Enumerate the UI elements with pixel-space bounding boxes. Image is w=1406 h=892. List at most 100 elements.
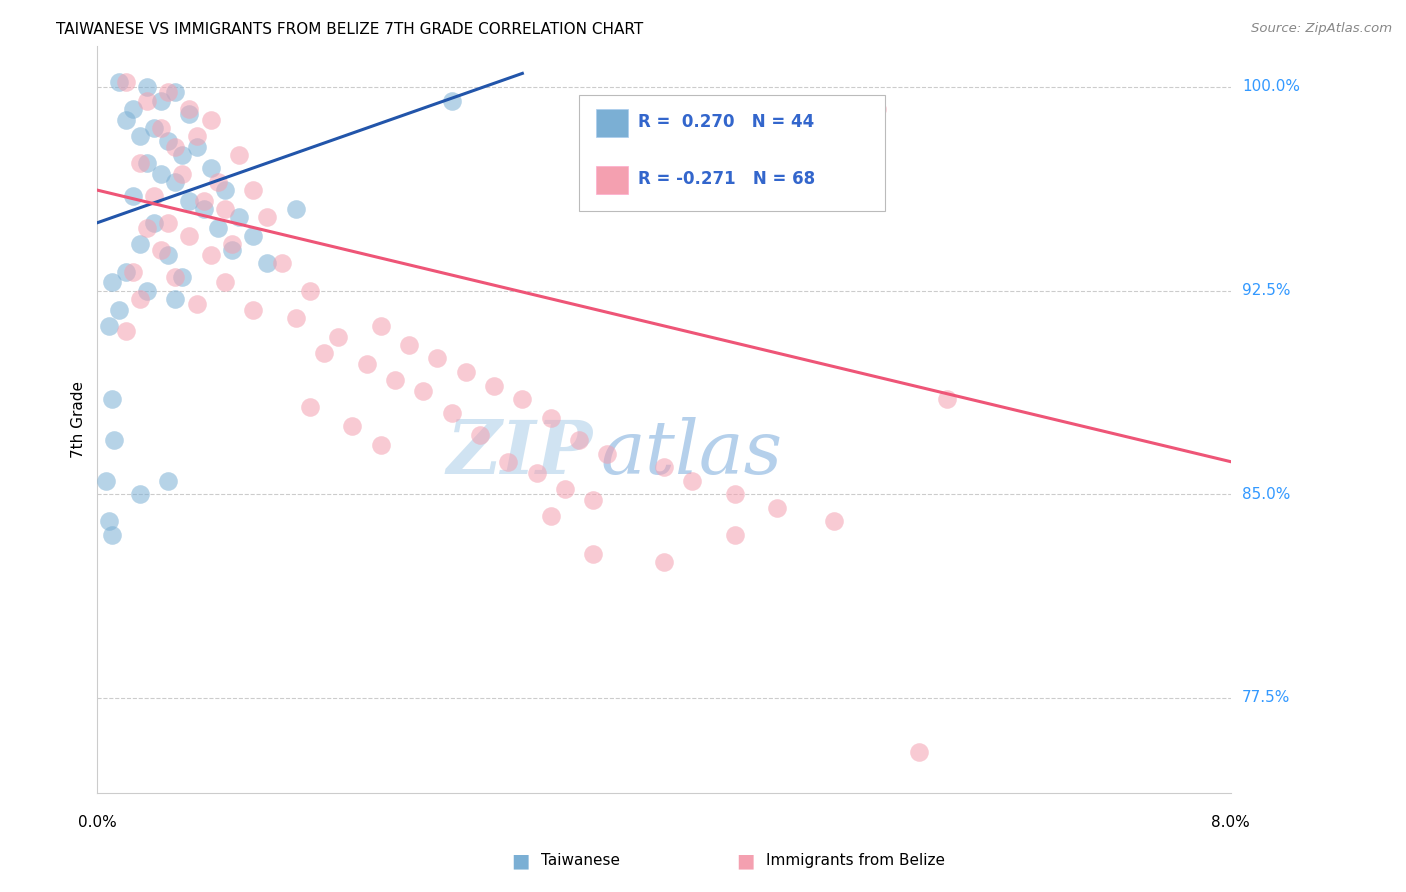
Point <box>143 120 166 135</box>
Point <box>114 324 136 338</box>
Point <box>582 547 605 561</box>
Text: 92.5%: 92.5% <box>1241 283 1291 298</box>
Point <box>165 86 187 100</box>
Point <box>97 318 120 333</box>
Point <box>568 433 591 447</box>
Point <box>179 107 201 121</box>
Point <box>121 102 143 116</box>
Point <box>114 112 136 127</box>
Point <box>193 194 215 208</box>
Point <box>426 351 449 366</box>
Text: Taiwanese: Taiwanese <box>541 854 620 868</box>
Point <box>114 74 136 88</box>
Point <box>150 243 173 257</box>
Point <box>823 515 845 529</box>
Point <box>179 194 201 208</box>
Point <box>94 474 117 488</box>
Point <box>172 148 194 162</box>
FancyBboxPatch shape <box>579 95 884 211</box>
Point <box>412 384 434 398</box>
Point <box>496 455 519 469</box>
Point <box>221 237 243 252</box>
Point <box>121 188 143 202</box>
Text: R = -0.271   N = 68: R = -0.271 N = 68 <box>638 170 815 188</box>
Point <box>200 161 222 176</box>
Point <box>100 276 122 290</box>
Point <box>214 183 236 197</box>
Point <box>936 392 959 407</box>
Point <box>165 175 187 189</box>
Text: 100.0%: 100.0% <box>1241 79 1301 95</box>
Point <box>242 302 264 317</box>
Point <box>228 148 250 162</box>
Point <box>526 466 548 480</box>
Text: ■: ■ <box>510 851 530 871</box>
Point <box>270 256 292 270</box>
Point <box>298 284 321 298</box>
Point <box>242 229 264 244</box>
Point <box>157 86 180 100</box>
Point <box>172 167 194 181</box>
FancyBboxPatch shape <box>596 109 627 137</box>
Point <box>681 474 703 488</box>
Point <box>454 365 477 379</box>
Point <box>165 270 187 285</box>
Point <box>652 460 675 475</box>
Point <box>128 128 150 143</box>
Point <box>136 156 159 170</box>
Point <box>284 310 307 325</box>
Point <box>100 528 122 542</box>
Point <box>908 745 931 759</box>
Point <box>582 492 605 507</box>
Point <box>143 216 166 230</box>
Text: ■: ■ <box>735 851 755 871</box>
Point <box>398 338 420 352</box>
Point <box>256 256 278 270</box>
Text: 0.0%: 0.0% <box>77 814 117 830</box>
Point <box>221 243 243 257</box>
Point <box>652 555 675 569</box>
Point <box>554 482 576 496</box>
Point <box>370 318 392 333</box>
Point <box>200 112 222 127</box>
Point <box>724 487 747 501</box>
Text: 85.0%: 85.0% <box>1241 487 1291 502</box>
Point <box>150 94 173 108</box>
Point <box>128 156 150 170</box>
Point <box>384 373 406 387</box>
Point <box>312 346 335 360</box>
Point <box>128 237 150 252</box>
Point <box>724 528 747 542</box>
Point <box>143 188 166 202</box>
Text: TAIWANESE VS IMMIGRANTS FROM BELIZE 7TH GRADE CORRELATION CHART: TAIWANESE VS IMMIGRANTS FROM BELIZE 7TH … <box>56 22 644 37</box>
Point <box>107 74 129 88</box>
Point <box>136 94 159 108</box>
Text: Source: ZipAtlas.com: Source: ZipAtlas.com <box>1251 22 1392 36</box>
Point <box>228 211 250 225</box>
Point <box>179 102 201 116</box>
Point <box>284 202 307 216</box>
Point <box>200 248 222 262</box>
Point <box>97 515 120 529</box>
Point <box>242 183 264 197</box>
Point <box>356 357 378 371</box>
Point <box>128 487 150 501</box>
Point <box>214 202 236 216</box>
Point <box>150 167 173 181</box>
Point <box>328 330 350 344</box>
Point <box>157 474 180 488</box>
Point <box>256 211 278 225</box>
Point <box>114 264 136 278</box>
Point <box>157 248 180 262</box>
Point <box>440 406 463 420</box>
Point <box>136 284 159 298</box>
Point <box>100 392 122 407</box>
Text: atlas: atlas <box>600 417 782 490</box>
Y-axis label: 7th Grade: 7th Grade <box>72 381 86 458</box>
Point <box>128 292 150 306</box>
Point <box>172 270 194 285</box>
Point <box>468 427 491 442</box>
Point <box>179 229 201 244</box>
Point <box>342 419 364 434</box>
Text: 8.0%: 8.0% <box>1212 814 1250 830</box>
